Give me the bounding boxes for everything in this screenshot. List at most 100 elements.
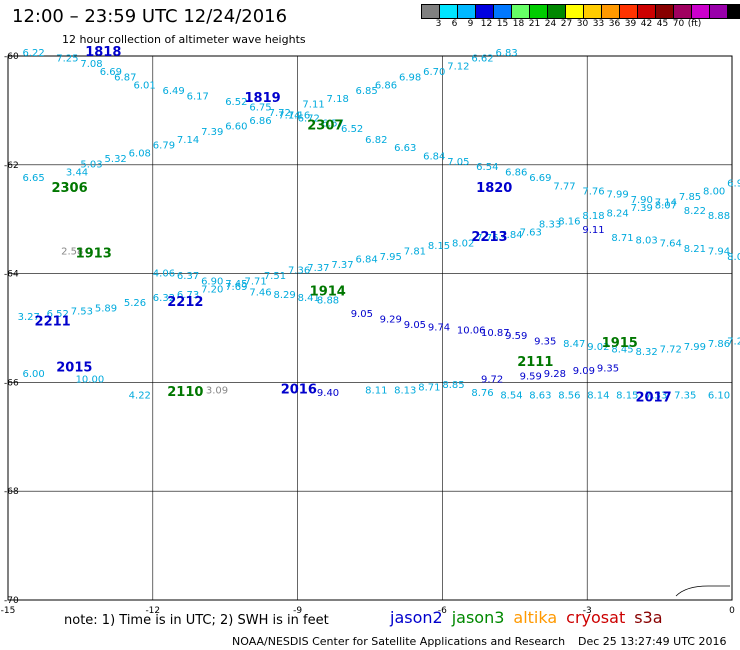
swh-value: 9.59 [505,331,527,342]
color-scale-bar [421,4,740,19]
swh-value: 8.32 [635,347,657,358]
swh-value: 8.33 [539,219,561,230]
swh-value: 3.27 [18,312,40,323]
swh-value: 9.59 [520,372,542,383]
swh-value: 3.09 [206,385,228,396]
lon-tick-label: -12 [145,606,160,616]
satellite-legend: jason2 jason3 altika cryosat s3a [390,608,672,627]
swh-value: 7.37 [307,263,329,274]
swh-value: 5.89 [95,304,117,315]
swh-value: 9.02 [587,342,609,353]
swh-value: 7.77 [553,181,575,192]
pass-time-label: 2016 [281,382,317,397]
swh-value: 7.94 [708,247,730,258]
scale-label: 9 [467,19,474,29]
pass-time-label: 2213 [471,230,507,245]
swh-value: 7.05 [447,157,469,168]
swh-value: 7.76 [582,187,604,198]
swh-value: 7.99 [607,189,629,200]
swh-value: 7.18 [327,94,349,105]
swh-value: 6.86 [505,168,527,179]
scale-label: 3 [435,19,442,29]
lon-tick-label: -3 [583,606,592,616]
swh-value: 10.87 [481,328,510,339]
swh-value: 6.63 [394,143,416,154]
swh-value: 6.52 [225,97,247,108]
swh-value: 6.98 [399,72,421,83]
swh-value: 6.96 [727,179,740,190]
swh-value: 6.22 [22,48,44,59]
swh-value: 5.26 [124,298,146,309]
swh-value: 7.25 [56,53,78,64]
scale-label: (ft) [687,19,702,29]
pass-time-label: 1820 [476,181,512,196]
chart-subtitle: 12 hour collection of altimeter wave hei… [62,33,306,46]
swh-value: 6.85 [356,86,378,97]
swh-value: 8.47 [563,339,585,350]
swh-value: 6.17 [187,92,209,103]
swh-value: 8.85 [442,380,464,391]
swh-value: 2.58 [61,247,83,258]
swh-value: 6.87 [114,72,136,83]
swh-value: 8.24 [607,208,629,219]
swh-value: 7.63 [520,228,542,239]
pass-time-label: 2212 [167,295,203,310]
lon-tick-label: 0 [729,606,735,616]
pass-time-label: 2211 [35,314,71,329]
swh-value: 6.86 [249,116,271,127]
swh-value: 8.11 [365,385,387,396]
lat-tick-label: -64 [4,270,19,280]
swh-value: 9.05 [404,320,426,331]
pass-time-label: 2110 [167,385,203,400]
swh-value: 6.69 [100,67,122,78]
lat-tick-label: -70 [4,596,19,606]
pass-time-label: 1818 [85,45,121,60]
swh-value: 9.29 [380,315,402,326]
pass-time-label: 1915 [602,336,638,351]
swh-value: 8.41 [298,293,320,304]
swh-value: 7.85 [679,192,701,203]
swh-value: 6.60 [225,121,247,132]
units-note: note: 1) Time is in UTC; 2) SWH is in fe… [64,613,329,628]
color-scale-labels: 3 6 9 12 15 18 21 24 27 30 33 36 39 42 45 70 (ft) [421,19,702,29]
swh-value: 5.03 [80,160,102,171]
swh-value: 9.74 [428,323,450,334]
lon-tick-label: -15 [1,606,16,616]
scale-label: 18 [512,19,525,29]
swh-value: 6.00 [22,369,44,380]
swh-value: 7.08 [80,59,102,70]
swh-value: 7.51 [264,271,286,282]
scale-label: 24 [544,19,557,29]
pass-time-label: 2017 [635,390,671,405]
swh-value: 10.06 [457,325,486,336]
swh-value: 6.84 [423,151,445,162]
swh-value: 6.82 [365,135,387,146]
swh-value: 7.33 [645,391,667,402]
legend-entry: altika [513,608,558,627]
legend-entry: s3a [634,608,663,627]
lon-tick-label: -6 [438,606,447,616]
swh-value: 6.62 [471,53,493,64]
swh-value: 5.32 [105,154,127,165]
swh-value: 6.32 [153,293,175,304]
swh-value: 7.71 [245,276,267,287]
swh-value: 6.01 [133,81,155,92]
swh-value: 7.14 [177,135,199,146]
chart-title: 12:00 – 23:59 UTC 12/24/2016 [12,6,288,27]
swh-value: 6.37 [177,271,199,282]
scale-label: 70 [672,19,685,29]
swh-value: 8.16 [558,217,580,228]
swh-value: 4.22 [129,391,151,402]
swh-value: 9.09 [573,366,595,377]
lat-tick-label: -68 [4,487,19,497]
swh-value: 3.44 [66,168,88,179]
swh-value: 7.35 [674,391,696,402]
swh-value: 8.14 [587,391,609,402]
pass-time-label: 2015 [56,361,92,376]
swh-value: 7.64 [660,238,682,249]
pass-time-label: 1914 [310,284,346,299]
swh-value: 8.76 [471,388,493,399]
scale-label: 27 [560,19,573,29]
legend-entry: cryosat [566,608,626,627]
swh-value: 6.52 [47,309,69,320]
